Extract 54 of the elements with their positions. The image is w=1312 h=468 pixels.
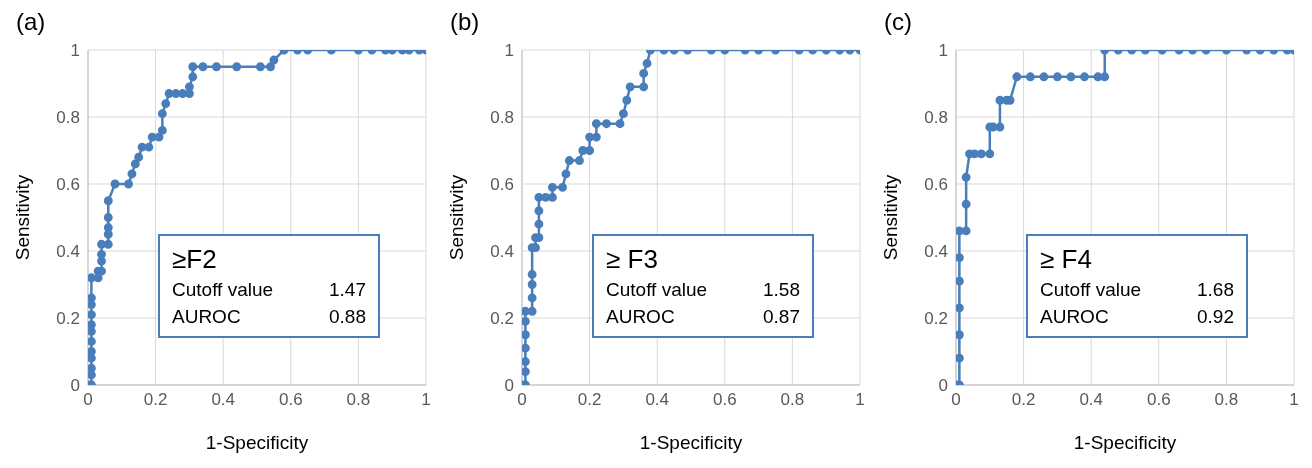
y-tick-label: 0.4 bbox=[490, 242, 514, 262]
y-tick-label: 0.4 bbox=[924, 242, 948, 262]
x-tick-label: 0.2 bbox=[577, 390, 602, 410]
y-axis-title: Sensitivity bbox=[445, 174, 467, 261]
x-axis-title: 1-Specificity bbox=[639, 432, 743, 453]
x-tick-label: 0 bbox=[517, 390, 527, 410]
x-tick-label: 0.2 bbox=[1011, 390, 1036, 410]
annotation: ≥ F4 bbox=[1040, 243, 1093, 276]
y-tick-label: 0.6 bbox=[490, 175, 514, 195]
text: AUROC 0.92 bbox=[1040, 306, 1234, 327]
text: Cutoff value 1.47 bbox=[172, 279, 366, 300]
y-tick-label: 0 bbox=[70, 376, 80, 396]
y-tick-label: 0.6 bbox=[56, 175, 80, 195]
y-tick-label: 1 bbox=[938, 41, 948, 61]
x-tick-label: 0 bbox=[83, 390, 93, 410]
y-tick-label: 0.6 bbox=[924, 175, 948, 195]
y-tick-label: 1 bbox=[70, 41, 80, 61]
text: Cutoff value 1.58 bbox=[606, 279, 800, 300]
y-tick-label: 0 bbox=[938, 376, 948, 396]
y-tick-label: 0 bbox=[504, 376, 514, 396]
y-tick-label: 0.2 bbox=[490, 309, 514, 329]
text: AUROC 0.87 bbox=[606, 306, 800, 327]
y-axis-title: Sensitivity bbox=[11, 174, 33, 261]
chart-title: (a) bbox=[15, 8, 47, 37]
x-tick-label: 0.6 bbox=[278, 390, 303, 410]
y-tick-label: 0.4 bbox=[56, 242, 80, 262]
y-tick-label: 0.8 bbox=[56, 108, 80, 128]
x-tick-label: 0.4 bbox=[1079, 390, 1104, 410]
x-tick-label: 1 bbox=[855, 390, 865, 410]
x-tick-label: 1 bbox=[421, 390, 431, 410]
chart-title: (b) bbox=[449, 8, 481, 37]
y-axis-title: Sensitivity bbox=[879, 174, 901, 261]
x-tick-label: 0 bbox=[951, 390, 961, 410]
x-tick-label: 0.4 bbox=[645, 390, 670, 410]
x-tick-label: 0.2 bbox=[143, 390, 168, 410]
x-tick-label: 0.4 bbox=[211, 390, 236, 410]
x-tick-label: 1 bbox=[1289, 390, 1299, 410]
annotation: ≥F2 bbox=[172, 243, 218, 276]
text: AUROC 0.88 bbox=[172, 306, 366, 327]
x-axis-title: 1-Specificity bbox=[205, 432, 309, 453]
x-tick-label: 0.6 bbox=[1146, 390, 1171, 410]
x-tick-label: 0.8 bbox=[780, 390, 805, 410]
x-tick-label: 0.8 bbox=[1214, 390, 1239, 410]
x-axis-title: 1-Specificity bbox=[1073, 432, 1177, 453]
y-tick-label: 0.8 bbox=[490, 108, 514, 128]
x-tick-label: 0.8 bbox=[346, 390, 371, 410]
x-tick-label: 0.6 bbox=[712, 390, 737, 410]
y-tick-label: 1 bbox=[504, 41, 514, 61]
y-tick-label: 0.8 bbox=[924, 108, 948, 128]
y-tick-label: 0.2 bbox=[924, 309, 948, 329]
y-tick-label: 0.2 bbox=[56, 309, 80, 329]
text: Cutoff value 1.68 bbox=[1040, 279, 1234, 300]
annotation: ≥ F3 bbox=[606, 243, 659, 276]
chart-title: (c) bbox=[883, 8, 913, 37]
